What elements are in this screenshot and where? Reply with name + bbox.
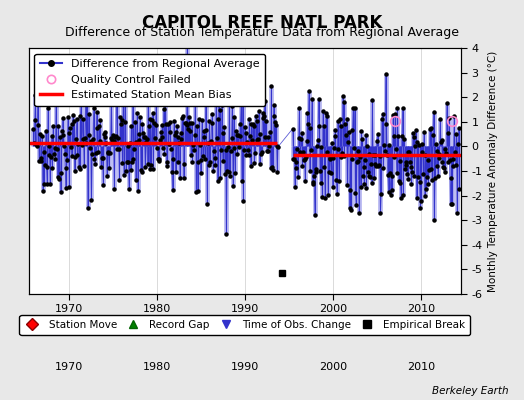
Text: Difference of Station Temperature Data from Regional Average: Difference of Station Temperature Data f… bbox=[65, 26, 459, 39]
Text: CAPITOL REEF NATL PARK: CAPITOL REEF NATL PARK bbox=[142, 14, 382, 32]
Text: 2010: 2010 bbox=[407, 362, 435, 372]
Text: 1970: 1970 bbox=[54, 362, 83, 372]
Text: 1990: 1990 bbox=[231, 362, 259, 372]
Legend: Difference from Regional Average, Quality Control Failed, Estimated Station Mean: Difference from Regional Average, Qualit… bbox=[35, 54, 265, 106]
Legend: Station Move, Record Gap, Time of Obs. Change, Empirical Break: Station Move, Record Gap, Time of Obs. C… bbox=[19, 315, 471, 335]
Y-axis label: Monthly Temperature Anomaly Difference (°C): Monthly Temperature Anomaly Difference (… bbox=[488, 50, 498, 292]
Text: 2000: 2000 bbox=[319, 362, 347, 372]
Text: Berkeley Earth: Berkeley Earth bbox=[432, 386, 508, 396]
Text: 1980: 1980 bbox=[143, 362, 171, 372]
